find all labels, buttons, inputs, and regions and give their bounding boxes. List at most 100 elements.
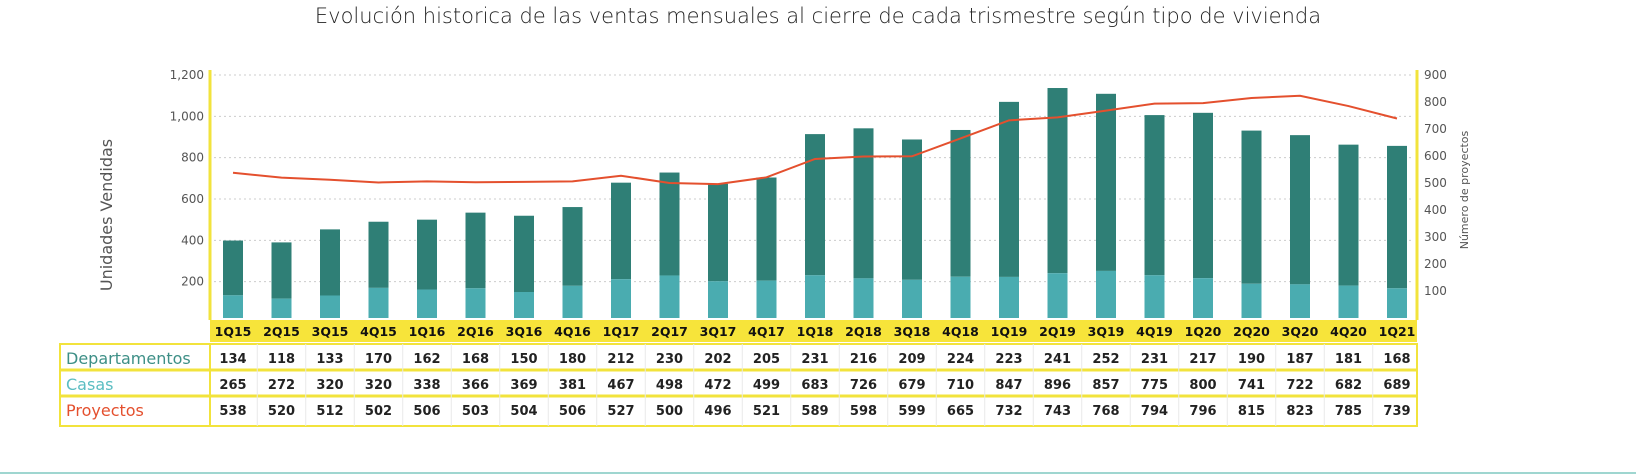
table-cell: 366 [462, 378, 489, 393]
bar-casas [611, 182, 631, 280]
table-cell: 785 [1335, 404, 1362, 419]
x-tick-label: 1Q16 [409, 324, 446, 339]
bar-departamentos [999, 276, 1019, 318]
table-cell: 794 [1141, 404, 1168, 419]
table-header-bg [210, 320, 1417, 342]
table-cell: 133 [316, 352, 343, 367]
y-tick-label: 200 [181, 275, 204, 289]
bar-casas [853, 128, 874, 279]
table-cell: 320 [365, 378, 392, 393]
table-cell: 689 [1383, 378, 1410, 393]
table-cell: 589 [801, 404, 828, 419]
table-cell: 800 [1189, 378, 1216, 393]
table-cell: 504 [510, 404, 537, 419]
table-cell: 369 [510, 378, 537, 393]
table-cell: 118 [268, 352, 295, 367]
bar-casas [1387, 145, 1407, 289]
y-tick-label: 1,000 [170, 109, 204, 123]
x-tick-label: 1Q19 [991, 324, 1028, 339]
table-cell: 499 [753, 378, 780, 393]
bar-departamentos [1338, 285, 1359, 318]
table-cell: 796 [1189, 404, 1216, 419]
table-cell: 265 [219, 378, 246, 393]
x-tick-label: 3Q17 [700, 324, 737, 339]
x-tick-label: 4Q15 [360, 324, 397, 339]
table-cell: 231 [801, 352, 828, 367]
y-tick-label: 400 [181, 233, 204, 247]
bar-casas [902, 139, 922, 280]
line-proyectos [232, 94, 1398, 186]
bar-casas [1290, 135, 1310, 285]
bar-departamentos [223, 295, 243, 318]
table-cell: 187 [1286, 352, 1313, 367]
x-tick-label: 1Q15 [215, 324, 252, 339]
table-cell: 241 [1044, 352, 1071, 367]
table-cell: 252 [1092, 352, 1119, 367]
y2-tick-label: 200 [1424, 257, 1447, 271]
table-cell: 212 [607, 352, 634, 367]
x-tick-label: 4Q17 [748, 324, 785, 339]
y-tick-label: 800 [181, 151, 204, 165]
table-cell: 520 [268, 404, 295, 419]
bar-casas [659, 172, 680, 276]
row-label-departamentos: Departamentos [66, 349, 191, 368]
table-cell: 272 [268, 378, 295, 393]
bar-departamentos [1144, 275, 1165, 318]
y-axis-label: Unidades Vendidas [97, 139, 116, 291]
y2-tick-label: 500 [1424, 176, 1447, 190]
bar-casas [1338, 144, 1359, 286]
bar-casas [514, 215, 534, 292]
table-cell: 496 [704, 404, 731, 419]
bar-casas [271, 242, 292, 299]
table-cell: 775 [1141, 378, 1168, 393]
table-cell: 498 [656, 378, 683, 393]
bar-departamentos [853, 278, 874, 318]
bar-departamentos [271, 298, 292, 318]
table-cell: 217 [1189, 352, 1216, 367]
bar-casas [756, 177, 777, 281]
table-cell: 320 [316, 378, 343, 393]
table-cell: 710 [947, 378, 974, 393]
table-cell: 726 [850, 378, 877, 393]
table-cell: 896 [1044, 378, 1071, 393]
table-cell: 732 [995, 404, 1022, 419]
table-cell: 599 [898, 404, 925, 419]
table-cell: 162 [413, 352, 440, 367]
table-cell: 538 [219, 404, 246, 419]
table-cell: 500 [656, 404, 683, 419]
bar-departamentos [611, 279, 631, 318]
table-cell: 521 [753, 404, 780, 419]
table-cell: 739 [1383, 404, 1410, 419]
x-tick-label: 4Q16 [554, 324, 591, 339]
y2-tick-label: 800 [1424, 95, 1447, 109]
x-tick-label: 1Q17 [603, 324, 640, 339]
bar-departamentos [465, 288, 486, 318]
bar-casas [1047, 88, 1068, 274]
x-tick-label: 3Q16 [506, 324, 543, 339]
table-cell: 857 [1092, 378, 1119, 393]
bar-departamentos [368, 287, 389, 318]
bar-departamentos [514, 292, 534, 318]
x-tick-label: 3Q18 [894, 324, 931, 339]
x-tick-label: 4Q20 [1330, 324, 1367, 339]
bar-casas [805, 134, 825, 276]
x-tick-label: 3Q19 [1088, 324, 1125, 339]
bar-departamentos [1290, 284, 1310, 318]
x-tick-label: 1Q21 [1379, 324, 1416, 339]
bar-departamentos [417, 289, 437, 318]
bar-departamentos [1193, 278, 1213, 318]
table-cell: 230 [656, 352, 683, 367]
table-cell: 205 [753, 352, 780, 367]
bar-departamentos [756, 280, 777, 318]
bar-casas [1193, 112, 1213, 279]
bar-casas [708, 183, 728, 282]
bar-casas [1241, 130, 1262, 284]
x-tick-label: 2Q15 [263, 324, 300, 339]
table-cell: 512 [316, 404, 343, 419]
x-tick-label: 2Q17 [651, 324, 688, 339]
bar-departamentos [950, 276, 971, 318]
bottom-divider [0, 472, 1636, 474]
table-cell: 743 [1044, 404, 1071, 419]
